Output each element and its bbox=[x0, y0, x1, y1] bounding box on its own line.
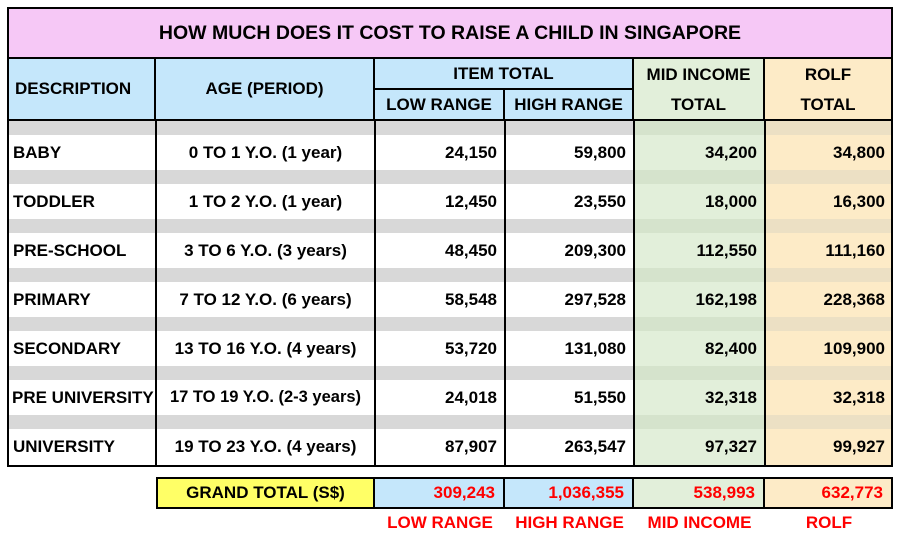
row-separator bbox=[7, 170, 893, 184]
table-row-rolf: 109,900 bbox=[765, 331, 893, 366]
table-row-low: 58,548 bbox=[445, 289, 497, 309]
table-row-mid: 82,400 bbox=[634, 331, 765, 366]
grand-total-low: 309,243 bbox=[375, 477, 505, 509]
header-mid-income: MID INCOME bbox=[634, 59, 765, 90]
table-row-mid: 162,198 bbox=[634, 282, 765, 317]
header-mid-total: TOTAL bbox=[634, 90, 765, 121]
table-row-low: 24,150 bbox=[445, 142, 497, 162]
table-row-high: 131,080 bbox=[564, 338, 626, 358]
table-row-rolf: 228,368 bbox=[765, 282, 893, 317]
table-row-rolf: 32,318 bbox=[765, 380, 893, 415]
row-separator bbox=[7, 317, 893, 331]
table-row-low: 53,720 bbox=[445, 338, 497, 358]
footer-label-high: HIGH RANGE bbox=[515, 513, 624, 532]
table-row-rolf: 34,800 bbox=[765, 135, 893, 170]
grand-total-rolf: 632,773 bbox=[765, 477, 893, 509]
table-row-high: 209,300 bbox=[564, 240, 626, 260]
table-row-rolf: 99,927 bbox=[765, 429, 893, 465]
row-separator bbox=[7, 268, 893, 282]
table-row-description: UNIVERSITY bbox=[13, 437, 116, 456]
table-row-description: TODDLER bbox=[13, 191, 95, 211]
table-row-age: 17 TO 19 Y.O. (2-3 years) bbox=[169, 388, 362, 406]
table-row-description: PRE-SCHOOL bbox=[13, 240, 127, 260]
table-row-age: 1 TO 2 Y.O. (1 year) bbox=[188, 191, 343, 211]
table-row-rolf: 16,300 bbox=[765, 184, 893, 219]
table-row-high: 59,800 bbox=[574, 142, 626, 162]
table-row-age: 7 TO 12 Y.O. (6 years) bbox=[179, 289, 352, 309]
header-rolf: ROLF bbox=[765, 59, 893, 90]
table-row-high: 297,528 bbox=[564, 289, 626, 309]
table-row-low: 48,450 bbox=[445, 240, 497, 260]
table-row-age: 19 TO 23 Y.O. (4 years) bbox=[174, 437, 357, 456]
table-row-mid: 18,000 bbox=[634, 184, 765, 219]
header-description: DESCRIPTION bbox=[7, 59, 156, 121]
table-row-low: 87,907 bbox=[445, 437, 497, 456]
table-row-age: 3 TO 6 Y.O. (3 years) bbox=[184, 240, 347, 260]
table-row-mid: 34,200 bbox=[634, 135, 765, 170]
grand-total-mid: 538,993 bbox=[634, 477, 765, 509]
table-row-high: 51,550 bbox=[574, 387, 626, 407]
table-row-description: SECONDARY bbox=[13, 338, 121, 358]
grand-total-high: 1,036,355 bbox=[505, 477, 634, 509]
row-separator bbox=[7, 366, 893, 380]
table-row-age: 0 TO 1 Y.O. (1 year) bbox=[188, 142, 343, 162]
table-row-low: 24,018 bbox=[445, 387, 497, 407]
table-row-mid: 112,550 bbox=[634, 233, 765, 268]
table-row-mid: 97,327 bbox=[634, 429, 765, 465]
table-row-description: BABY bbox=[13, 142, 62, 162]
table-row-high: 263,547 bbox=[564, 437, 626, 456]
page-title: HOW MUCH DOES IT COST TO RAISE A CHILD I… bbox=[7, 7, 893, 59]
table-row-description: PRE UNIVERSITY bbox=[12, 387, 154, 407]
table-row-mid: 32,318 bbox=[634, 380, 765, 415]
table-row-rolf: 111,160 bbox=[765, 233, 893, 268]
header-high-range: HIGH RANGE bbox=[505, 90, 634, 121]
table-row-high: 23,550 bbox=[574, 191, 626, 211]
table-row-age: 13 TO 16 Y.O. (4 years) bbox=[174, 338, 357, 358]
row-separator bbox=[7, 415, 893, 429]
footer-label-rolf: ROLF bbox=[805, 513, 853, 532]
header-rolf-total: TOTAL bbox=[765, 90, 893, 121]
footer-label-mid: MID INCOME bbox=[647, 513, 752, 532]
header-age: AGE (PERIOD) bbox=[156, 59, 375, 121]
table-row-low: 12,450 bbox=[445, 191, 497, 211]
footer-label-low: LOW RANGE bbox=[387, 513, 493, 532]
row-separator bbox=[7, 219, 893, 233]
table-row-description: PRIMARY bbox=[13, 289, 91, 309]
row-separator bbox=[7, 121, 893, 135]
header-item-total: ITEM TOTAL bbox=[375, 59, 634, 90]
grand-total-label: GRAND TOTAL (S$) bbox=[156, 477, 375, 509]
header-low-range: LOW RANGE bbox=[375, 90, 505, 121]
